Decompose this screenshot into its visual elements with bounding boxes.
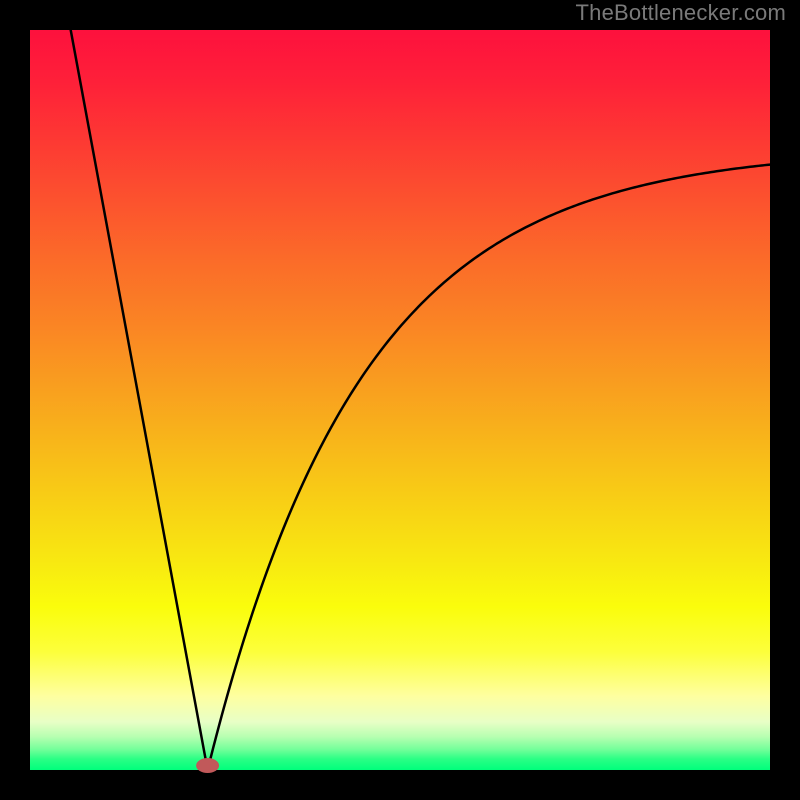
- gradient-background: [30, 30, 770, 770]
- watermark-text: TheBottlenecker.com: [576, 0, 786, 26]
- chart-container: TheBottlenecker.com: [0, 0, 800, 800]
- bottleneck-chart: [0, 0, 800, 800]
- optimum-marker: [197, 759, 219, 773]
